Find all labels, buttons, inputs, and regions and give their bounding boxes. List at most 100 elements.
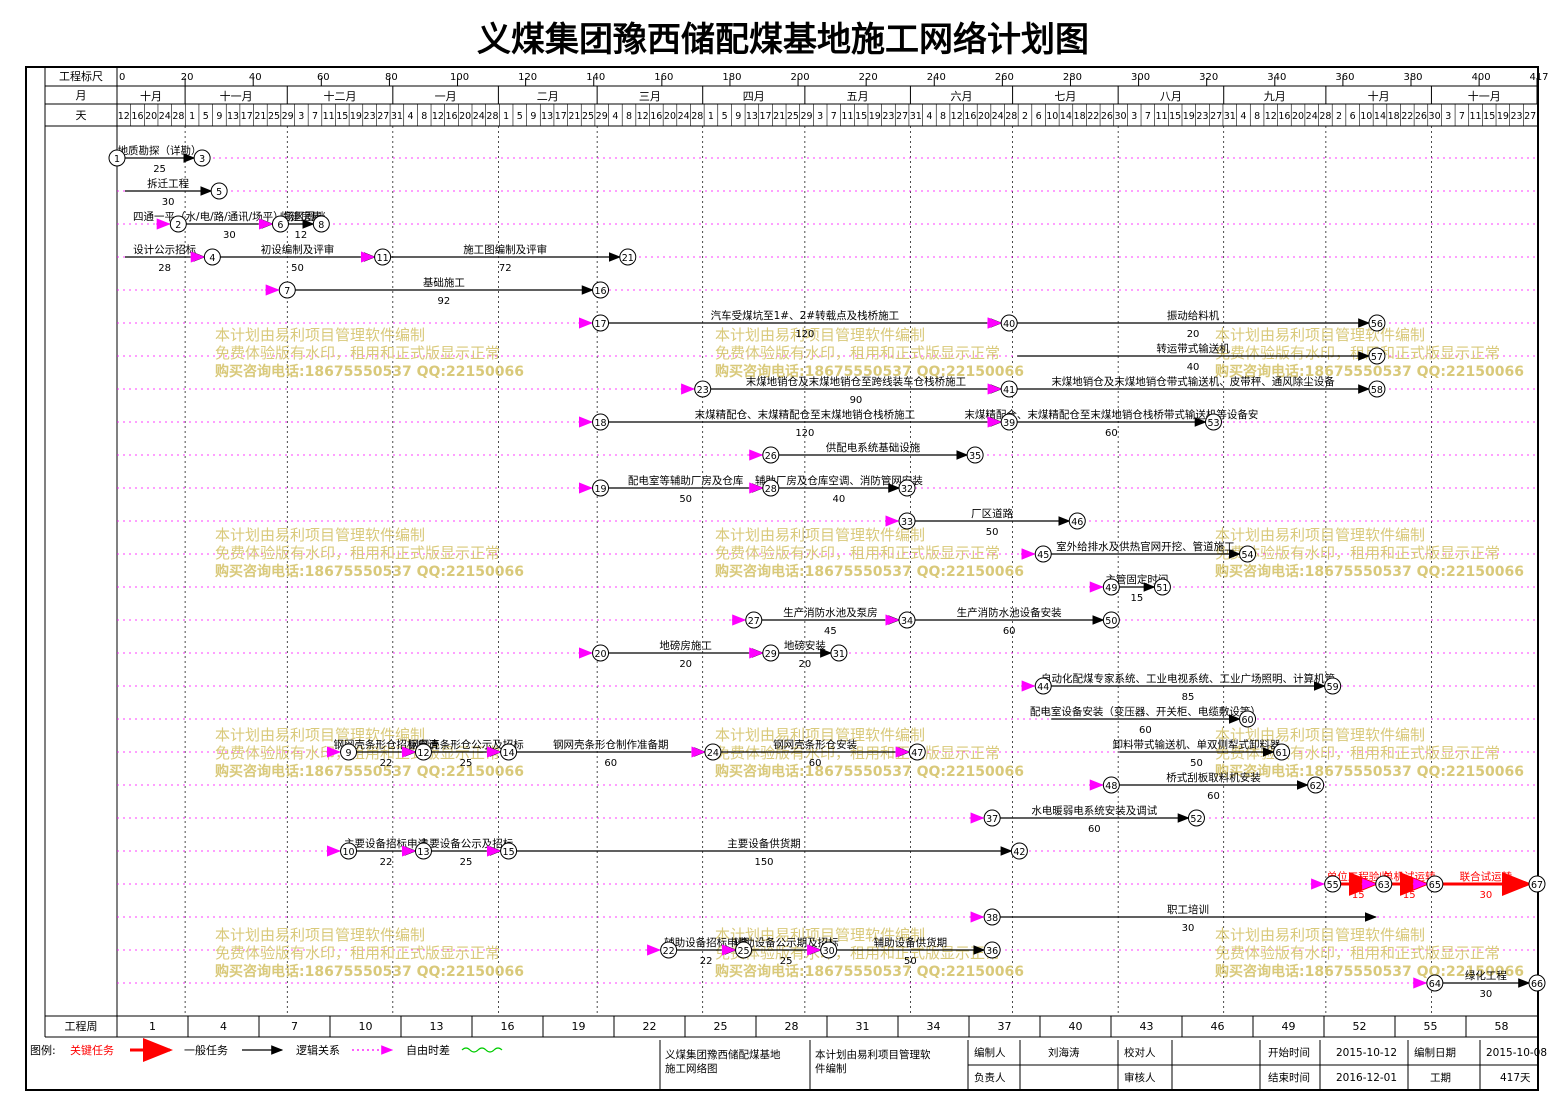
event-node-label: 46 xyxy=(1071,517,1083,528)
watermark-text: 免费体验版有水印，租用和正式版显示正常 xyxy=(715,544,1000,562)
watermark-text: 本计划由易利项目管理软件编制 xyxy=(715,726,925,744)
day-label-cell: 25 xyxy=(582,111,594,122)
day-label-cell: 28 xyxy=(691,111,703,122)
watermark-text: 本计划由易利项目管理软件编制 xyxy=(215,526,425,544)
event-node xyxy=(762,446,780,464)
task-name: 联合试运转 xyxy=(1460,870,1513,883)
task-name: 水电暖弱电系统安装及调试 xyxy=(1031,804,1157,817)
event-node xyxy=(592,281,610,299)
day-label-cell: 8 xyxy=(421,111,427,122)
event-node xyxy=(983,809,1001,827)
event-node xyxy=(745,611,763,629)
task-duration: 30 xyxy=(162,197,175,208)
task-name: 设计公示招标 xyxy=(133,243,196,256)
event-node-label: 17 xyxy=(595,319,607,330)
event-node xyxy=(1324,677,1342,695)
task-duration: 60 xyxy=(809,758,822,769)
task-name: 地磅房施工 xyxy=(659,639,712,652)
day-label-cell: 30 xyxy=(1429,111,1441,122)
day-label-cell: 3 xyxy=(1131,111,1137,122)
event-node xyxy=(898,479,916,497)
event-node xyxy=(108,149,126,167)
task-duration: 50 xyxy=(291,263,304,274)
scale-tick-label: 0 xyxy=(119,72,125,83)
event-node-label: 48 xyxy=(1105,781,1117,792)
page-title: 义煤集团豫西储配煤基地施工网络计划图 xyxy=(477,20,1089,60)
event-node xyxy=(762,479,780,497)
event-node-label: 29 xyxy=(765,649,777,660)
task-name: 主要设备供货期 xyxy=(727,837,801,850)
day-label-cell: 19 xyxy=(1183,111,1195,122)
day-label-cell: 28 xyxy=(172,111,184,122)
event-node xyxy=(898,512,916,530)
watermark-text: 本计划由易利项目管理软件编制 xyxy=(1215,926,1425,944)
event-node-label: 50 xyxy=(1105,616,1117,627)
day-label: 天 xyxy=(76,109,87,122)
task-duration: 60 xyxy=(604,758,617,769)
watermark-text: 免费体验版有水印，租用和正式版显示正常 xyxy=(1215,944,1500,962)
day-label-cell: 3 xyxy=(817,111,823,122)
task-name: 配电室等辅助厂房及仓库 xyxy=(628,474,744,487)
event-node xyxy=(1068,512,1086,530)
task-name: 钢网壳条形仓制作准备期 xyxy=(553,738,669,751)
event-node xyxy=(210,182,228,200)
week-label-cell: 58 xyxy=(1495,1020,1509,1033)
watermark-text: 免费体验版有水印，租用和正式版显示正常 xyxy=(715,744,1000,762)
task-duration: 50 xyxy=(679,494,692,505)
task-name: 基础施工 xyxy=(423,276,465,289)
day-label-cell: 20 xyxy=(145,111,157,122)
day-label-cell: 1 xyxy=(503,111,509,122)
task-name: 职工培训 xyxy=(1167,903,1209,916)
scale-tick-label: 180 xyxy=(722,72,741,83)
event-node-label: 24 xyxy=(707,748,719,759)
event-node-label: 49 xyxy=(1105,583,1117,594)
watermark-text: 购买咨询电话:18675550537 QQ:22150066 xyxy=(215,563,524,580)
day-label-cell: 17 xyxy=(241,111,253,122)
week-label-cell: 13 xyxy=(430,1020,444,1033)
event-node-label: 33 xyxy=(901,517,913,528)
week-label-cell: 52 xyxy=(1353,1020,1367,1033)
day-label-cell: 10 xyxy=(1046,111,1058,122)
task-name: 拆迁工程 xyxy=(147,177,189,190)
day-label-cell: 14 xyxy=(1060,111,1072,122)
day-label-cell: 30 xyxy=(1115,111,1127,122)
editor-value: 刘海涛 xyxy=(1048,1046,1080,1059)
day-label-cell: 9 xyxy=(216,111,222,122)
day-label-cell: 15 xyxy=(336,111,348,122)
reviewer-label: 审核人 xyxy=(1124,1071,1156,1084)
task-name: 生产消防水池及泵房 xyxy=(783,606,878,619)
event-node xyxy=(1528,875,1546,893)
event-node-label: 19 xyxy=(595,484,607,495)
day-label-cell: 9 xyxy=(530,111,536,122)
event-node-label: 4 xyxy=(209,253,215,264)
task-duration: 120 xyxy=(795,428,814,439)
event-node xyxy=(278,281,296,299)
event-node xyxy=(414,842,432,860)
event-node xyxy=(735,941,753,959)
event-node-label: 18 xyxy=(595,418,607,429)
watermark-text: 本计划由易利项目管理软件编制 xyxy=(715,526,925,544)
day-label-cell: 4 xyxy=(926,111,932,122)
watermark-text: 本计划由易利项目管理软件编制 xyxy=(715,326,925,344)
day-label-cell: 4 xyxy=(1240,111,1246,122)
event-node-label: 14 xyxy=(503,748,515,759)
week-label-cell: 22 xyxy=(643,1020,657,1033)
day-label-cell: 12 xyxy=(951,111,963,122)
day-label-cell: 31 xyxy=(391,111,403,122)
month-label-cell: 三月 xyxy=(639,90,661,103)
scale-tick-label: 80 xyxy=(385,72,398,83)
day-label-cell: 7 xyxy=(312,111,318,122)
day-label-cell: 5 xyxy=(517,111,523,122)
month-label-cell: 五月 xyxy=(847,90,869,103)
event-node-label: 65 xyxy=(1429,880,1441,891)
scale-tick-label: 400 xyxy=(1472,72,1491,83)
month-label-cell: 十月 xyxy=(1368,89,1390,103)
start-value: 2015-10-12 xyxy=(1336,1047,1397,1059)
day-label-cell: 12 xyxy=(637,111,649,122)
day-label-cell: 31 xyxy=(1224,111,1236,122)
event-node-label: 11 xyxy=(377,253,389,264)
task-duration: 85 xyxy=(1182,692,1195,703)
task-name: 振动给料机 xyxy=(1167,309,1220,322)
event-node xyxy=(1239,710,1257,728)
task-duration: 72 xyxy=(499,263,512,274)
